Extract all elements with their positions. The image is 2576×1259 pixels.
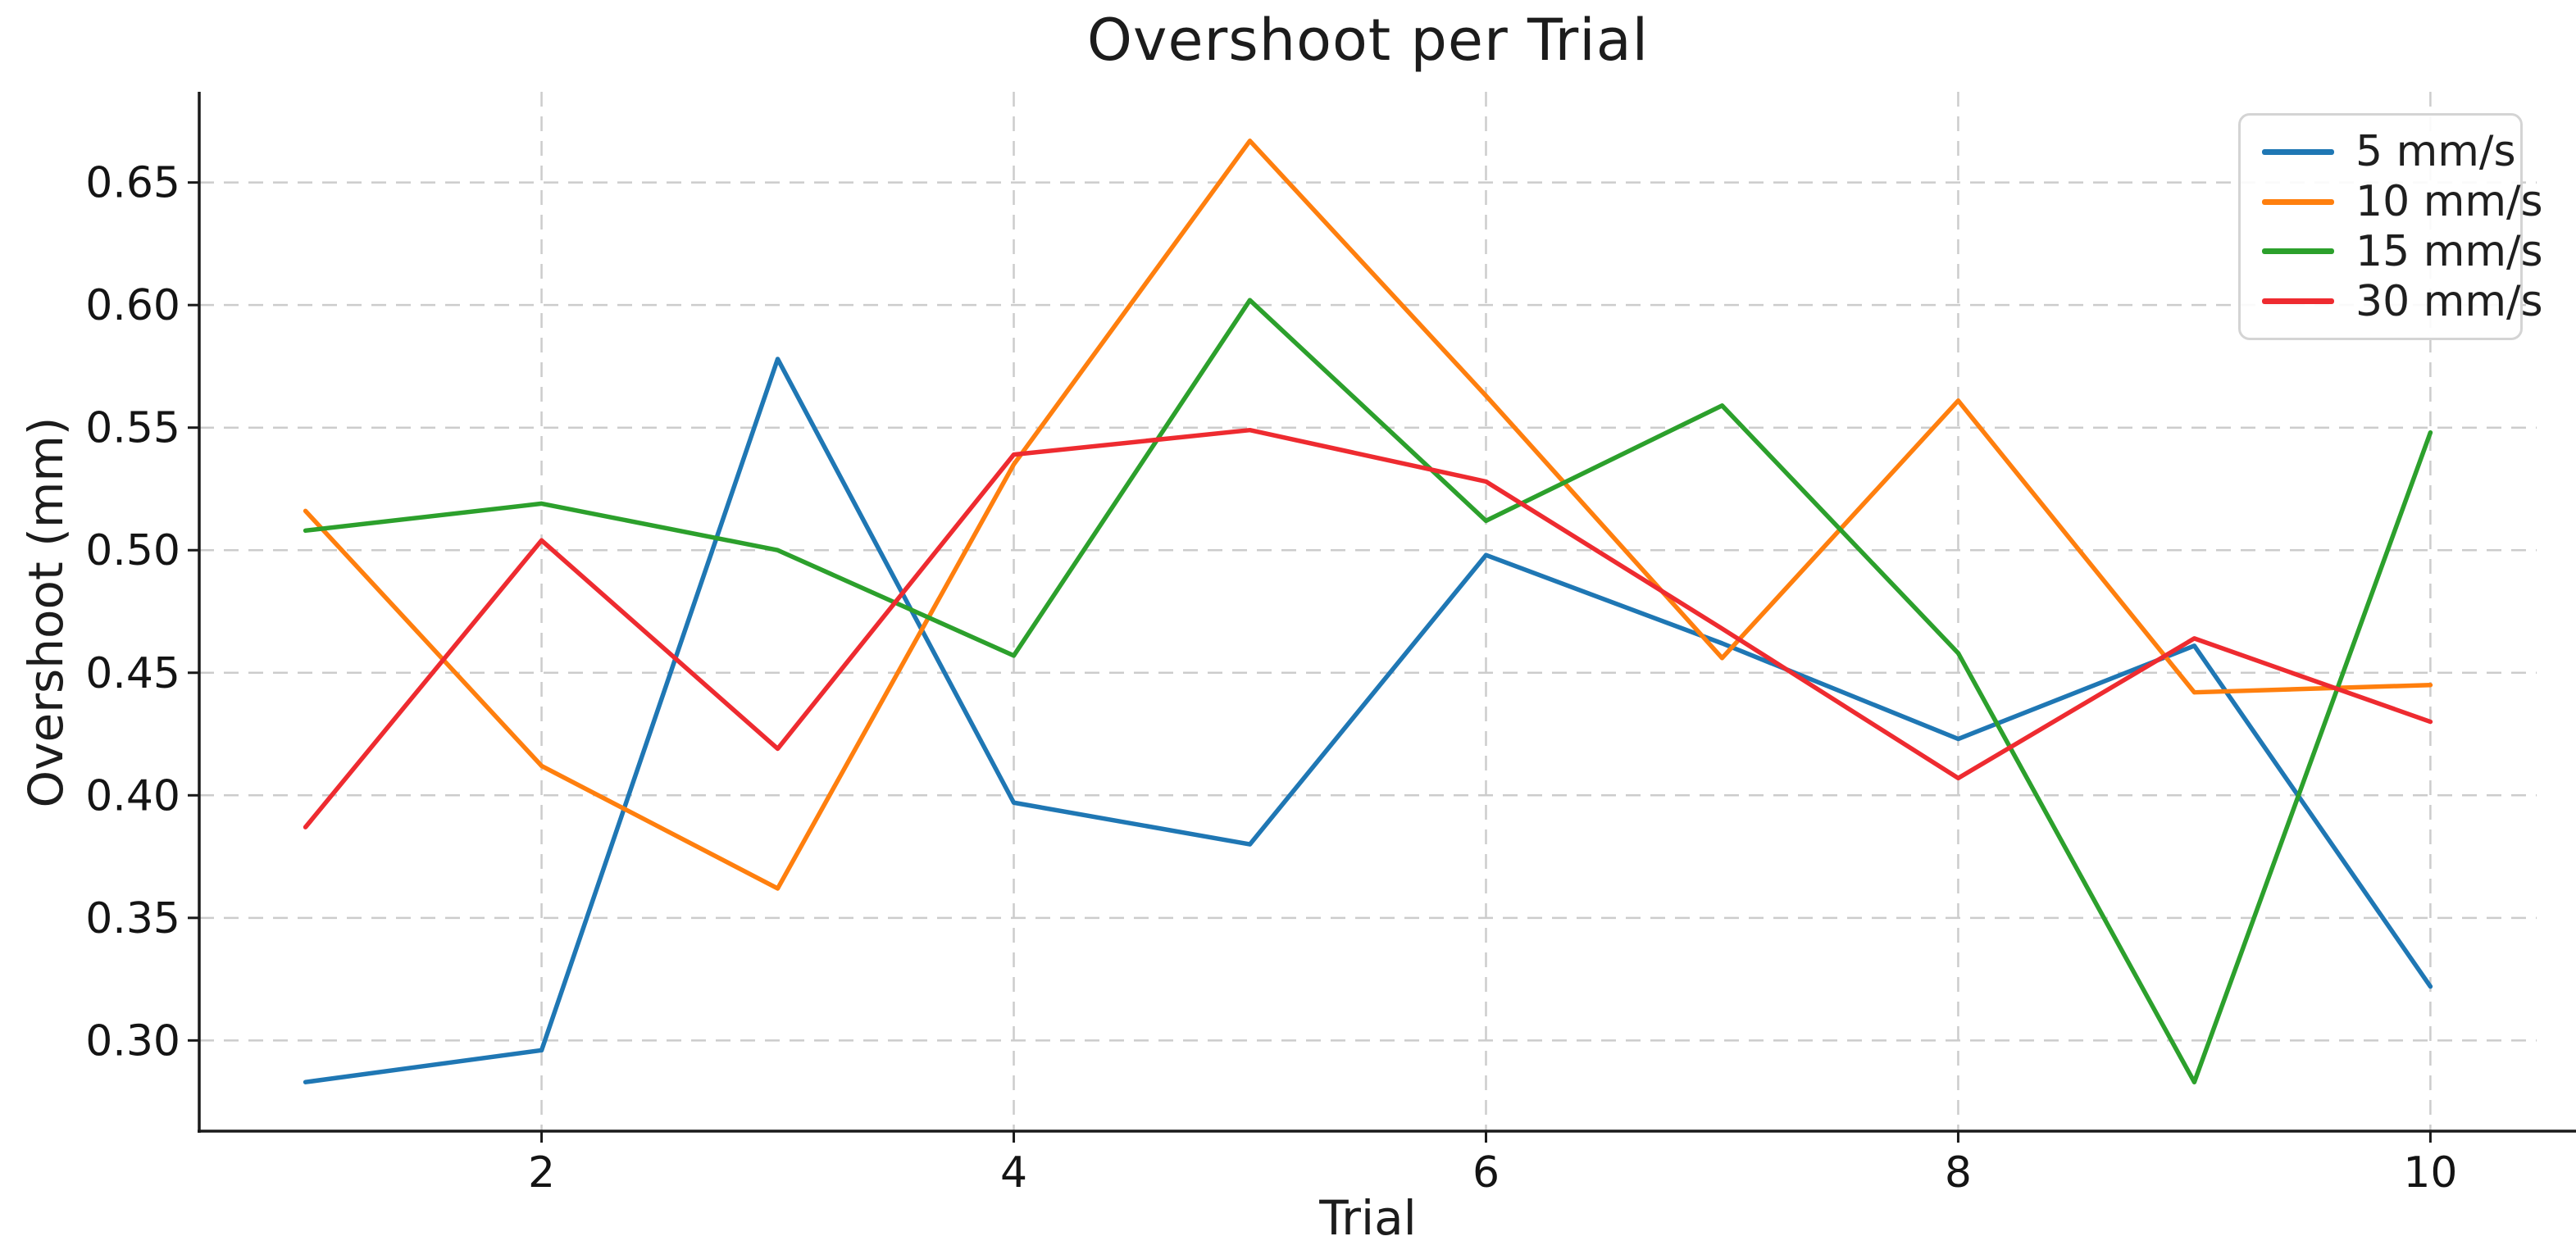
legend-item: 10 mm/s	[2262, 177, 2543, 226]
y-tick-label: 0.30	[85, 1016, 180, 1066]
y-tick-label: 0.45	[85, 649, 180, 698]
series-line-5-mm-s	[303, 357, 2433, 1084]
series-line-10-mm-s	[303, 139, 2433, 891]
y-tick-label: 0.35	[85, 894, 180, 943]
legend-item: 5 mm/s	[2262, 127, 2516, 176]
y-tick-label: 0.60	[85, 281, 180, 330]
x-tick-label: 4	[1000, 1148, 1027, 1198]
legend-swatch	[2262, 148, 2334, 155]
y-axis-label: Overshoot (mm)	[18, 416, 74, 808]
legend-swatch	[2262, 248, 2334, 255]
legend-item: 15 mm/s	[2262, 227, 2543, 276]
legend-swatch	[2262, 198, 2334, 205]
x-axis-label: Trial	[1319, 1190, 1417, 1246]
x-tick-label: 2	[528, 1148, 555, 1198]
legend-item: 30 mm/s	[2262, 277, 2543, 326]
legend-swatch	[2262, 298, 2334, 305]
y-tick-label: 0.55	[85, 404, 180, 453]
x-tick-label: 8	[1945, 1148, 1972, 1198]
series-line-30-mm-s	[303, 427, 2433, 829]
y-tick-label: 0.65	[85, 159, 180, 208]
legend: 5 mm/s 10 mm/s 15 mm/s 30 mm/s	[2238, 113, 2543, 340]
y-tick-label: 0.40	[85, 771, 180, 820]
x-tick-label: 6	[1472, 1148, 1500, 1198]
legend-label: 30 mm/s	[2355, 276, 2543, 326]
y-tick-label: 0.50	[85, 526, 180, 575]
x-tick-label: 10	[2403, 1148, 2457, 1198]
series-line-15-mm-s	[303, 298, 2433, 1084]
legend-label: 15 mm/s	[2355, 226, 2543, 276]
legend-label: 5 mm/s	[2355, 127, 2516, 177]
chart-title: Overshoot per Trial	[1086, 7, 1650, 74]
legend-label: 10 mm/s	[2355, 177, 2543, 227]
